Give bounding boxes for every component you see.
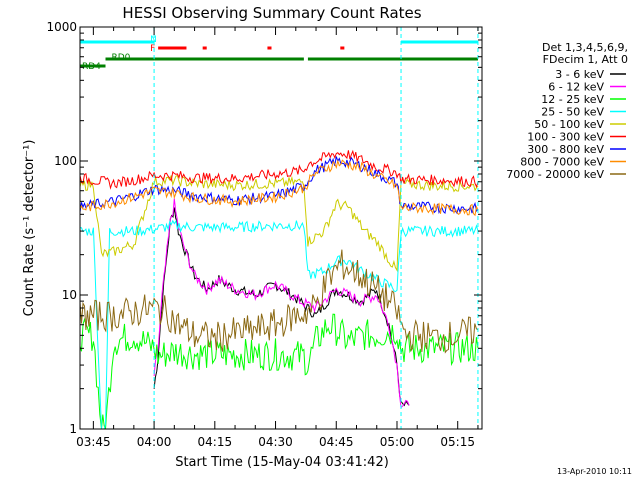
plot-frame xyxy=(79,26,483,430)
legend-header-1: FDecim 1, Att 0 xyxy=(543,53,628,66)
series-line-7 xyxy=(79,159,479,217)
y-tick-label: 1000 xyxy=(46,20,77,34)
flags-layer: NF RD0 RD4 xyxy=(80,35,478,72)
legend-label-5: 100 - 300 keV xyxy=(527,131,604,144)
legend-label-0: 3 - 6 keV xyxy=(555,68,604,81)
legend-label-2: 12 - 25 keV xyxy=(541,93,604,106)
x-tick-label: 04:30 xyxy=(258,435,293,449)
y-tick-label: 1 xyxy=(69,422,77,436)
series-line-1 xyxy=(153,198,410,409)
rd4-flag-label: RD4 xyxy=(82,62,101,72)
legend-label-4: 50 - 100 keV xyxy=(534,118,604,131)
x-axis: 03:45 04:00 04:15 04:30 04:45 05:00 05:15 xyxy=(76,27,479,449)
x-tick-label: 05:15 xyxy=(440,435,475,449)
y-tick-label: 100 xyxy=(54,154,77,168)
y-tick-label: 10 xyxy=(62,288,77,302)
legend-header-0: Det 1,3,4,5,6,9, xyxy=(542,41,628,54)
series-line-3 xyxy=(80,219,479,430)
x-axis-label: Start Time (15-May-04 03:41:42) xyxy=(175,455,389,470)
legend-label-7: 800 - 7000 keV xyxy=(520,156,604,169)
x-tick-label: 05:00 xyxy=(380,435,415,449)
night-flag-label: N xyxy=(150,35,157,45)
x-tick-label: 04:00 xyxy=(137,435,172,449)
chart-title: HESSI Observing Summary Count Rates xyxy=(122,4,421,22)
y-axis-label: Count Rate (s⁻¹ detector⁻¹) xyxy=(22,140,37,317)
series-line-2 xyxy=(79,313,479,430)
x-tick-label: 04:15 xyxy=(198,435,233,449)
series-layer xyxy=(79,149,479,430)
x-tick-label: 04:45 xyxy=(319,435,354,449)
legend-label-8: 7000 - 20000 keV xyxy=(506,168,604,181)
y-axis: 1 10 100 1000 xyxy=(46,20,482,436)
series-line-4 xyxy=(79,174,479,272)
vertical-markers xyxy=(153,27,479,429)
legend-label-3: 25 - 50 keV xyxy=(541,106,604,119)
rd0-flag-label: RD0 xyxy=(112,53,131,63)
series-line-5 xyxy=(79,149,479,190)
legend-label-1: 6 - 12 keV xyxy=(548,81,604,94)
series-line-0 xyxy=(153,207,410,407)
footer-date: 13-Apr-2010 10:11 xyxy=(557,467,632,476)
x-tick-label: 03:45 xyxy=(76,435,111,449)
legend: Det 1,3,4,5,6,9,FDecim 1, Att 0 3 - 6 keV… xyxy=(506,41,628,181)
flare-flag-label: F xyxy=(150,44,155,54)
legend-label-6: 300 - 800 keV xyxy=(527,143,604,156)
series-line-8 xyxy=(79,249,479,354)
